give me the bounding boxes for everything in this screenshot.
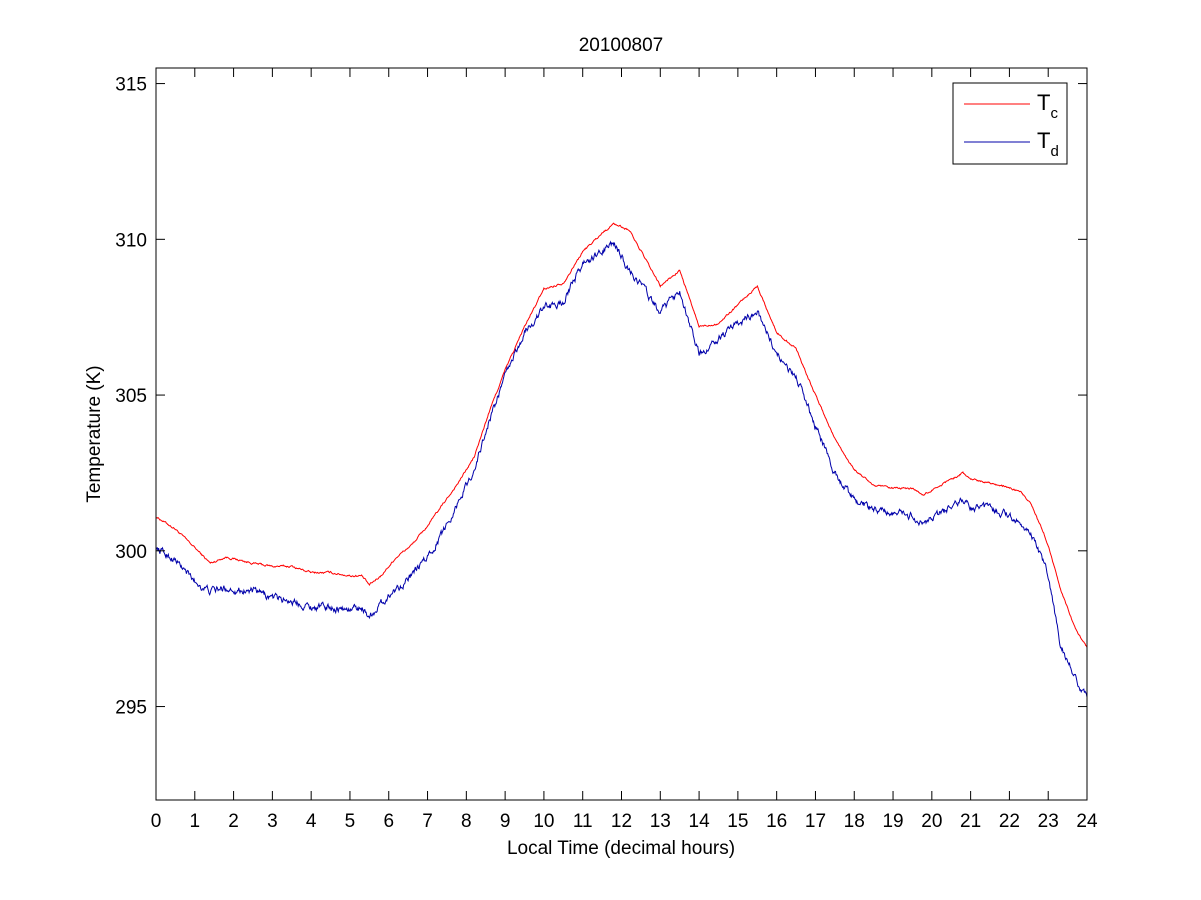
x-tick-label: 19 [882,811,903,832]
y-tick-label: 300 [115,542,147,563]
legend-label-td-main: T [1037,128,1050,153]
x-tick-label: 23 [1038,811,1059,832]
x-tick-label: 24 [1076,811,1098,832]
x-tick-label: 0 [151,811,162,832]
x-tick-label: 8 [461,811,472,832]
x-tick-label: 6 [383,811,394,832]
x-tick-label: 10 [533,811,554,832]
legend-box [952,82,1068,165]
x-tick-label: 2 [228,811,239,832]
x-tick-label: 22 [999,811,1020,832]
legend-label-td: Td [1037,128,1059,160]
legend-label-tc-sub: c [1050,105,1058,122]
chart-title: 20100807 [579,35,664,56]
x-tick-label: 17 [805,811,826,832]
x-tick-label: 13 [650,811,671,832]
x-tick-label: 9 [500,811,511,832]
x-tick-label: 12 [611,811,632,832]
x-axis-ticks: 0 1 2 3 4 5 6 7 8 9 10 11 12 13 14 15 16 17 18 19 20 21 22 23 24 [151,68,1098,832]
y-axis-label: Temperature (K) [84,365,105,502]
x-tick-label: 21 [960,811,981,832]
x-tick-label: 18 [844,811,865,832]
series-layer [155,222,1088,698]
x-tick-label: 5 [345,811,356,832]
legend-label-tc-main: T [1037,90,1050,115]
legend: Tc Td [952,82,1068,165]
legend-label-tc: Tc [1037,90,1058,122]
legend-label-td-sub: d [1050,143,1058,160]
y-tick-label: 315 [115,75,147,96]
x-axis-label: Local Time (decimal hours) [507,838,735,859]
x-tick-label: 4 [306,811,317,832]
x-tick-label: 20 [921,811,942,832]
y-axis-ticks: 295 300 305 310 315 [115,75,1087,719]
x-tick-label: 16 [766,811,787,832]
y-tick-label: 310 [115,230,147,251]
series-line-t-c [155,222,1088,648]
x-tick-label: 1 [190,811,201,832]
x-tick-label: 3 [267,811,278,832]
x-tick-label: 11 [573,811,593,832]
x-tick-label: 14 [689,811,711,832]
y-tick-label: 295 [115,698,147,719]
x-tick-label: 7 [422,811,433,832]
y-tick-label: 305 [115,386,147,407]
x-tick-label: 15 [727,811,748,832]
series-line-t-d [155,240,1088,698]
